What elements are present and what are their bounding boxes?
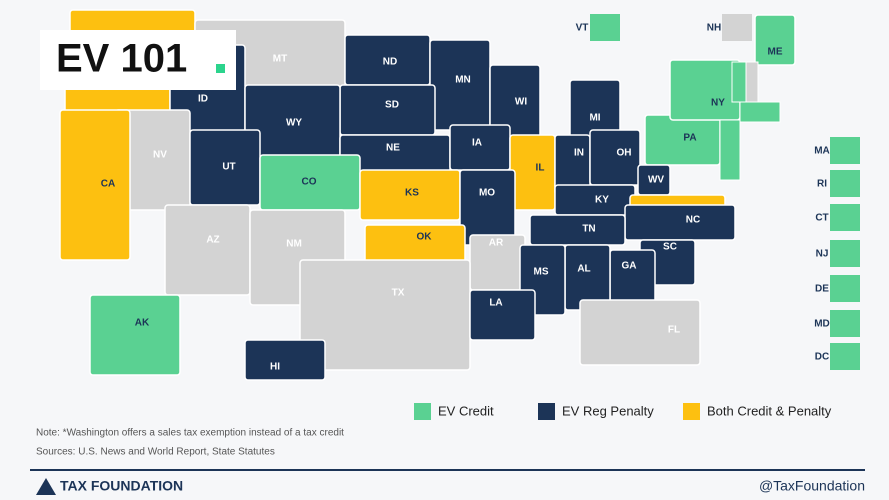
small-state-box — [830, 170, 860, 197]
state-shape — [731, 61, 747, 103]
state-label: AR — [489, 238, 504, 249]
state-shape — [164, 204, 251, 296]
small-state-label: CT — [815, 213, 828, 224]
state-label: LA — [489, 298, 502, 309]
state-label: AK — [135, 318, 150, 329]
state-label: TX — [392, 288, 405, 299]
state-label: MO — [479, 188, 495, 199]
legend-label: EV Credit — [438, 403, 494, 418]
map: MT ID ND MN WI MI SD WY NE IA IL IN OH PA NY ME NV CA UT CO… — [59, 9, 796, 381]
small-state-box — [830, 275, 860, 302]
state-label: FL — [668, 325, 680, 336]
legend-swatch — [683, 403, 700, 420]
small-state-label: NJ — [816, 249, 829, 260]
state-shape — [89, 294, 181, 376]
small-state-box — [722, 14, 752, 41]
state-label: OK — [417, 232, 433, 243]
small-state-box — [830, 204, 860, 231]
state-shape — [529, 214, 626, 246]
state-label: HI — [270, 362, 280, 373]
small-state-box — [830, 240, 860, 267]
state-label: CA — [101, 179, 115, 190]
state-shape — [739, 101, 781, 123]
title-box — [40, 30, 236, 90]
small-state-label: MA — [814, 146, 830, 157]
small-state-label: DC — [815, 352, 829, 363]
footer-handle: @TaxFoundation — [759, 478, 865, 494]
state-label: TN — [582, 224, 595, 235]
legend-swatch — [414, 403, 431, 420]
state-shape — [754, 14, 796, 66]
state-label: OH — [617, 148, 632, 159]
state-label: MT — [273, 54, 287, 65]
state-shape — [745, 61, 759, 103]
state-label: WV — [648, 175, 664, 186]
state-label: ID — [198, 94, 208, 105]
state-label: NV — [153, 150, 167, 161]
legend-label: EV Reg Penalty — [562, 403, 654, 418]
small-state-label: RI — [817, 179, 827, 190]
state-shape — [364, 224, 466, 266]
state-shape — [59, 109, 131, 261]
state-label: NY — [711, 98, 725, 109]
state-label: UT — [222, 162, 235, 173]
state-label: MN — [455, 75, 471, 86]
state-shape — [459, 169, 516, 246]
legend-swatch — [538, 403, 555, 420]
state-label: IA — [472, 138, 482, 149]
state-shape — [244, 339, 326, 381]
state-label: NM — [286, 239, 302, 250]
state-label: KS — [405, 188, 419, 199]
small-state-box — [830, 343, 860, 370]
small-state-box — [830, 310, 860, 337]
state-label: NE — [386, 143, 400, 154]
state-shape — [509, 134, 556, 211]
small-state-legend: VT NH MA RI CT NJ DE MD DC — [576, 14, 860, 370]
state-shape — [624, 204, 736, 241]
state-label: CO — [302, 177, 317, 188]
state-label: ME — [768, 47, 783, 58]
state-shape — [589, 129, 641, 186]
sources: Sources: U.S. News and World Report, Sta… — [36, 447, 275, 458]
legend-label: Both Credit & Penalty — [707, 403, 832, 418]
state-label: IN — [574, 148, 584, 159]
state-label: PA — [683, 133, 696, 144]
state-shape — [719, 119, 741, 181]
small-state-label: NH — [707, 23, 721, 34]
state-label: NC — [686, 215, 700, 226]
state-label: SD — [385, 100, 399, 111]
title: EV 101 — [56, 37, 187, 81]
state-label: KY — [595, 195, 609, 206]
note: Note: *Washington offers a sales tax exe… — [36, 428, 344, 439]
state-label: WI — [515, 97, 527, 108]
state-label: AL — [577, 264, 590, 275]
new-england-small — [719, 61, 781, 181]
footer-org: TAX FOUNDATION — [60, 478, 183, 494]
state-shape — [669, 59, 741, 121]
state-label: AZ — [206, 235, 219, 246]
legend: EV Credit EV Reg Penalty Both Credit & Pen… — [414, 403, 832, 420]
logo — [36, 478, 56, 495]
small-state-box — [830, 137, 860, 164]
state-label: ND — [383, 57, 397, 68]
state-shape — [579, 299, 701, 366]
state-label: IL — [536, 163, 545, 174]
state-label: SC — [663, 242, 677, 253]
small-state-box — [590, 14, 620, 41]
small-state-label: VT — [576, 23, 589, 34]
state-shape — [469, 289, 536, 341]
state-label: WY — [286, 118, 302, 129]
state-label: GA — [622, 261, 637, 272]
small-state-label: DE — [815, 284, 829, 295]
small-state-label: MD — [814, 319, 830, 330]
title-dot — [216, 64, 225, 73]
state-label: MI — [589, 113, 600, 124]
state-label: MS — [534, 267, 549, 278]
